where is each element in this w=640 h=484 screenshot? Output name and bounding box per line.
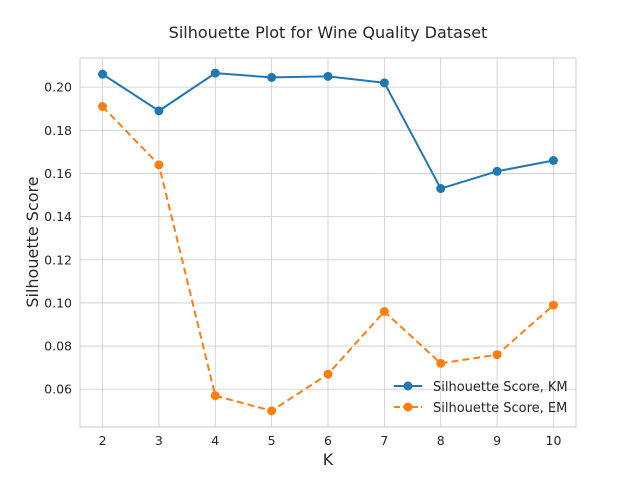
x-tick-label: 9 bbox=[493, 433, 501, 448]
y-tick-label: 0.06 bbox=[44, 382, 72, 397]
y-tick-label: 0.14 bbox=[44, 209, 72, 224]
y-tick-label: 0.20 bbox=[44, 80, 72, 95]
data-point-km bbox=[210, 68, 220, 78]
data-point-em bbox=[379, 307, 389, 317]
legend-entry-em: Silhouette Score, EM bbox=[394, 401, 567, 416]
data-point-km bbox=[323, 71, 333, 81]
y-tick-label: 0.12 bbox=[44, 252, 72, 267]
y-tick-label: 0.18 bbox=[44, 123, 72, 138]
data-point-em bbox=[548, 300, 558, 310]
y-tick-label: 0.08 bbox=[44, 339, 72, 354]
y-tick-label: 0.10 bbox=[44, 295, 72, 310]
data-point-em bbox=[436, 358, 446, 368]
legend-label-em: Silhouette Score, EM bbox=[433, 401, 567, 416]
plot-area-frame bbox=[79, 57, 577, 428]
x-tick-label: 5 bbox=[268, 433, 276, 448]
legend-entry-km: Silhouette Score, KM bbox=[394, 380, 568, 395]
y-tick-label: 0.16 bbox=[44, 166, 72, 181]
data-point-em bbox=[210, 391, 220, 401]
data-point-km bbox=[492, 166, 502, 176]
data-point-em bbox=[323, 369, 333, 379]
series-km bbox=[98, 68, 558, 194]
data-point-em bbox=[492, 350, 502, 360]
data-point-km bbox=[154, 106, 164, 116]
data-point-km bbox=[267, 72, 277, 82]
data-point-em bbox=[154, 160, 164, 170]
x-tick-label: 4 bbox=[211, 433, 219, 448]
legend-marker-em bbox=[403, 402, 413, 412]
legend-marker-km bbox=[403, 381, 413, 391]
chart-title: Silhouette Plot for Wine Quality Dataset bbox=[169, 23, 488, 42]
data-point-em bbox=[98, 102, 108, 112]
x-axis-ticks: 2 3 4 5 6 7 8 9 10 bbox=[99, 433, 562, 448]
y-axis-label: Silhouette Score bbox=[23, 176, 42, 307]
x-tick-label: 8 bbox=[437, 433, 445, 448]
legend: Silhouette Score, KM Silhouette Score, E… bbox=[394, 380, 568, 416]
x-tick-label: 10 bbox=[546, 433, 562, 448]
data-point-km bbox=[436, 184, 446, 194]
x-tick-label: 3 bbox=[155, 433, 163, 448]
x-tick-label: 2 bbox=[99, 433, 107, 448]
data-point-km bbox=[379, 78, 389, 88]
series-em bbox=[98, 102, 558, 416]
x-axis-label: K bbox=[323, 450, 334, 469]
y-axis-ticks: 0.06 0.08 0.10 0.12 0.14 0.16 0.18 0.20 bbox=[44, 80, 72, 397]
x-tick-label: 6 bbox=[324, 433, 332, 448]
grid bbox=[80, 58, 576, 427]
data-point-km bbox=[548, 156, 558, 165]
x-tick-label: 7 bbox=[380, 433, 388, 448]
data-point-em bbox=[267, 406, 277, 416]
legend-label-km: Silhouette Score, KM bbox=[433, 380, 568, 395]
series-group bbox=[98, 68, 558, 416]
data-point-km bbox=[98, 69, 108, 79]
